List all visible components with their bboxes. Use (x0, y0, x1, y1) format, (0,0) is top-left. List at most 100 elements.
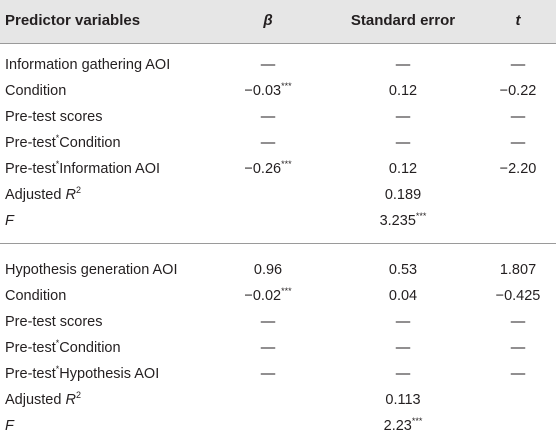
beta-value: — (213, 104, 323, 130)
standard-error-value: — (343, 104, 463, 130)
beta-value: — (213, 52, 323, 78)
se-number: — (395, 366, 411, 382)
significance-stars: *** (411, 416, 423, 426)
standard-error-value: — (343, 309, 463, 335)
t-value: — (510, 109, 526, 125)
t-value: −0.22 (499, 83, 537, 99)
beta-value (213, 387, 323, 413)
standard-error-value: 0.12 (343, 78, 463, 104)
header-predictor: Predictor variables (5, 12, 141, 29)
beta-number: — (260, 109, 276, 125)
table-row: Adjusted R2 0.189 (0, 182, 556, 208)
se-number: — (395, 109, 411, 125)
se-number: — (395, 340, 411, 356)
row-label: Condition (5, 288, 67, 304)
beta-value (213, 208, 323, 234)
table-row: Pre-test scores — — — (0, 309, 556, 335)
beta-number: −0.03 (244, 83, 282, 99)
label-text: Pre-test (5, 161, 56, 177)
beta-value: −0.03*** (213, 78, 323, 104)
se-number: — (395, 314, 411, 330)
t-value (473, 413, 556, 439)
standard-error-value: — (343, 52, 463, 78)
beta-value (213, 182, 323, 208)
header-t: t (515, 12, 521, 29)
significance-stars: *** (281, 286, 292, 296)
label-italic: R (65, 187, 76, 203)
standard-error-value: — (343, 335, 463, 361)
standard-error-value: — (343, 361, 463, 387)
beta-value: — (213, 130, 323, 156)
label-text: Pre-test (5, 135, 56, 151)
row-label: Condition (5, 83, 67, 99)
table-row: Condition −0.03*** 0.12 −0.22 (0, 78, 556, 104)
t-value: — (510, 57, 526, 73)
t-value (473, 182, 556, 208)
t-value (473, 208, 556, 234)
table-row: Pre-test*Condition — — — (0, 130, 556, 156)
standard-error-value: 0.113 (343, 387, 463, 413)
se-number: 0.04 (388, 288, 418, 304)
label-text: Condition (59, 340, 121, 356)
t-value: — (510, 314, 526, 330)
table-row: Pre-test*Information AOI −0.26*** 0.12 −2.2… (0, 156, 556, 182)
se-number: — (395, 135, 411, 151)
table-header: Predictor variables β Standard error t (0, 0, 556, 43)
label-superscript: * (55, 133, 60, 143)
significance-stars: *** (415, 211, 427, 221)
label-italic: R (65, 392, 76, 408)
se-number: 0.12 (388, 161, 418, 177)
significance-stars: *** (281, 81, 292, 91)
table-row: F 2.23*** (0, 413, 556, 439)
beta-value: — (213, 309, 323, 335)
label-text: Adjusted (5, 392, 66, 408)
label-superscript: 2 (75, 185, 81, 195)
beta-value: — (213, 335, 323, 361)
t-value: — (510, 366, 526, 382)
label-text: Condition (59, 135, 121, 151)
beta-number: — (260, 366, 276, 382)
table-row: F 3.235*** (0, 208, 556, 234)
header-divider (0, 43, 556, 44)
se-number: 2.23 (383, 418, 412, 434)
header-standard-error: Standard error (350, 12, 456, 29)
row-label: Information gathering AOI (5, 57, 171, 73)
beta-value: 0.96 (213, 257, 323, 283)
standard-error-value: 2.23*** (343, 413, 463, 439)
t-value: 1.807 (499, 262, 537, 278)
table-row: Condition −0.02*** 0.04 −0.425 (0, 283, 556, 309)
label-text: Information AOI (59, 161, 161, 177)
header-beta: β (263, 12, 273, 29)
row-label: Pre-test scores (5, 314, 103, 330)
beta-number: −0.02 (244, 288, 282, 304)
beta-number: — (260, 135, 276, 151)
se-number: — (395, 57, 411, 73)
table-row: Pre-test scores — — — (0, 104, 556, 130)
row-label: Pre-test scores (5, 109, 103, 125)
t-value: −2.20 (499, 161, 537, 177)
label-italic: F (5, 418, 14, 434)
table-row: Adjusted R2 0.113 (0, 387, 556, 413)
se-number: 0.12 (388, 83, 418, 99)
section-divider (0, 243, 556, 244)
se-number: 3.235 (379, 213, 416, 229)
row-label: Pre-test*Condition (5, 335, 121, 361)
row-label: Pre-test*Information AOI (5, 156, 160, 182)
t-value: — (510, 340, 526, 356)
table-row: Hypothesis generation AOI 0.96 0.53 1.807 (0, 257, 556, 283)
beta-value: −0.26*** (213, 156, 323, 182)
label-superscript: * (55, 338, 60, 348)
label-superscript: * (55, 159, 60, 169)
t-value: −0.425 (495, 288, 541, 304)
row-label: F (5, 208, 14, 234)
label-superscript: * (55, 364, 60, 374)
row-label: Hypothesis generation AOI (5, 262, 178, 278)
label-text: Adjusted (5, 187, 66, 203)
row-label: Adjusted R2 (5, 387, 81, 413)
row-label: Adjusted R2 (5, 182, 81, 208)
t-value: — (510, 135, 526, 151)
table-row: Pre-test*Condition — — — (0, 335, 556, 361)
row-label: F (5, 413, 14, 439)
beta-value: — (213, 361, 323, 387)
